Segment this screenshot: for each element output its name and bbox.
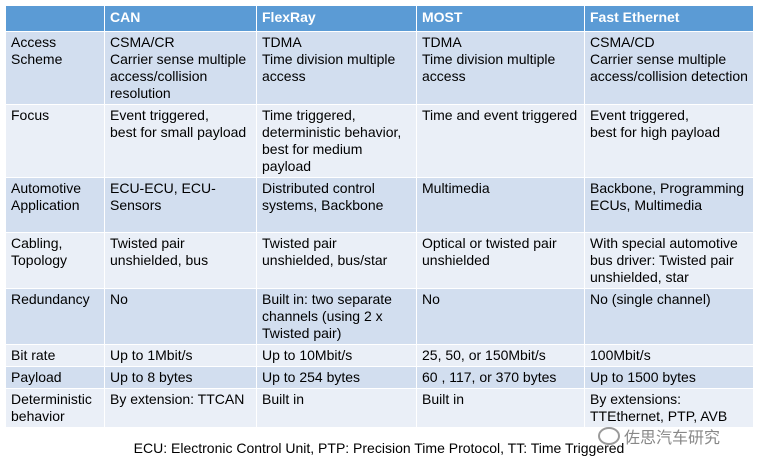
header-empty-cell: [5, 5, 105, 32]
table-cell: Up to 1Mbit/s: [104, 344, 257, 367]
comparison-table: CAN FlexRay MOST Fast Ethernet Access Sc…: [5, 5, 754, 428]
table-row: Redundancy No Built in: two separate chann…: [5, 288, 754, 345]
table-cell: Twisted pair unshielded, bus: [104, 232, 257, 289]
row-label-cell: Bit rate: [5, 344, 105, 367]
table-cell: Up to 8 bytes: [104, 366, 257, 389]
table-cell: Twisted pair unshielded, bus/star: [256, 232, 417, 289]
header-flexray: FlexRay: [256, 5, 417, 32]
table-cell: Distributed control systems, Backbone: [256, 177, 417, 233]
table-cell: Built in: [416, 388, 585, 428]
row-label-cell: Deterministic behavior: [5, 388, 105, 428]
row-label-cell: Redundancy: [5, 288, 105, 345]
table-row: Cabling, Topology Twisted pair unshielded…: [5, 232, 754, 289]
row-label-cell: Focus: [5, 104, 105, 178]
header-most: MOST: [416, 5, 585, 32]
table-cell: With special automotive bus driver: Twis…: [584, 232, 754, 289]
table-cell: Backbone, Programming ECUs, Multimedia: [584, 177, 754, 233]
table-cell: No: [104, 288, 257, 345]
table-cell: Multimedia: [416, 177, 585, 233]
table-cell: Optical or twisted pair unshielded: [416, 232, 585, 289]
table-cell: Built in: two separate channels (using 2…: [256, 288, 417, 345]
watermark-text: 佐思汽车研究: [624, 428, 721, 447]
row-label-cell: Access Scheme: [5, 31, 105, 105]
header-row: CAN FlexRay MOST Fast Ethernet: [5, 5, 754, 32]
table-row: Focus Event triggered, best for small pay…: [5, 104, 754, 178]
table-cell: CSMA/CR Carrier sense multiple access/co…: [104, 31, 257, 105]
table-cell: Up to 1500 bytes: [584, 366, 754, 389]
table-row: Access Scheme CSMA/CR Carrier sense multi…: [5, 31, 754, 105]
table-row: Bit rate Up to 1Mbit/s Up to 10Mbit/s 25, 5…: [5, 344, 754, 367]
row-label-cell: Automotive Application: [5, 177, 105, 233]
wechat-icon: [598, 427, 620, 445]
table-cell: Up to 10Mbit/s: [256, 344, 417, 367]
table-cell: 25, 50, or 150Mbit/s: [416, 344, 585, 367]
table-cell: 60 , 117, or 370 bytes: [416, 366, 585, 389]
table-cell: TDMA Time division multiple access: [416, 31, 585, 105]
table-row: Automotive Application ECU-ECU, ECU-Senso…: [5, 177, 754, 233]
table-cell: No (single channel): [584, 288, 754, 345]
table-cell: CSMA/CD Carrier sense multiple access/co…: [584, 31, 754, 105]
table-cell: ECU-ECU, ECU-Sensors: [104, 177, 257, 233]
table-cell: Time and event triggered: [416, 104, 585, 178]
table-cell: Built in: [256, 388, 417, 428]
header-can: CAN: [104, 5, 257, 32]
table-body: Access Scheme CSMA/CR Carrier sense multi…: [5, 31, 754, 428]
table-cell: 100Mbit/s: [584, 344, 754, 367]
table-cell: Event triggered, best for small payload: [104, 104, 257, 178]
table-cell: By extension: TTCAN: [104, 388, 257, 428]
footnote: ECU: Electronic Control Unit, PTP: Preci…: [133, 440, 625, 456]
table-row: Deterministic behavior By extension: TTCA…: [5, 388, 754, 428]
table-cell: Event triggered, best for high payload: [584, 104, 754, 178]
header-fast-ethernet: Fast Ethernet: [584, 5, 754, 32]
table-cell: No: [416, 288, 585, 345]
table-cell: By extensions: TTEthernet, PTP, AVB: [584, 388, 754, 428]
table-cell: TDMA Time division multiple access: [256, 31, 417, 105]
watermark: 佐思汽车研究: [598, 424, 720, 448]
table-cell: Up to 254 bytes: [256, 366, 417, 389]
row-label-cell: Cabling, Topology: [5, 232, 105, 289]
row-label-cell: Payload: [5, 366, 105, 389]
table-row: Payload Up to 8 bytes Up to 254 bytes 60 , …: [5, 366, 754, 389]
table-cell: Time triggered, deterministic behavior, …: [256, 104, 417, 178]
